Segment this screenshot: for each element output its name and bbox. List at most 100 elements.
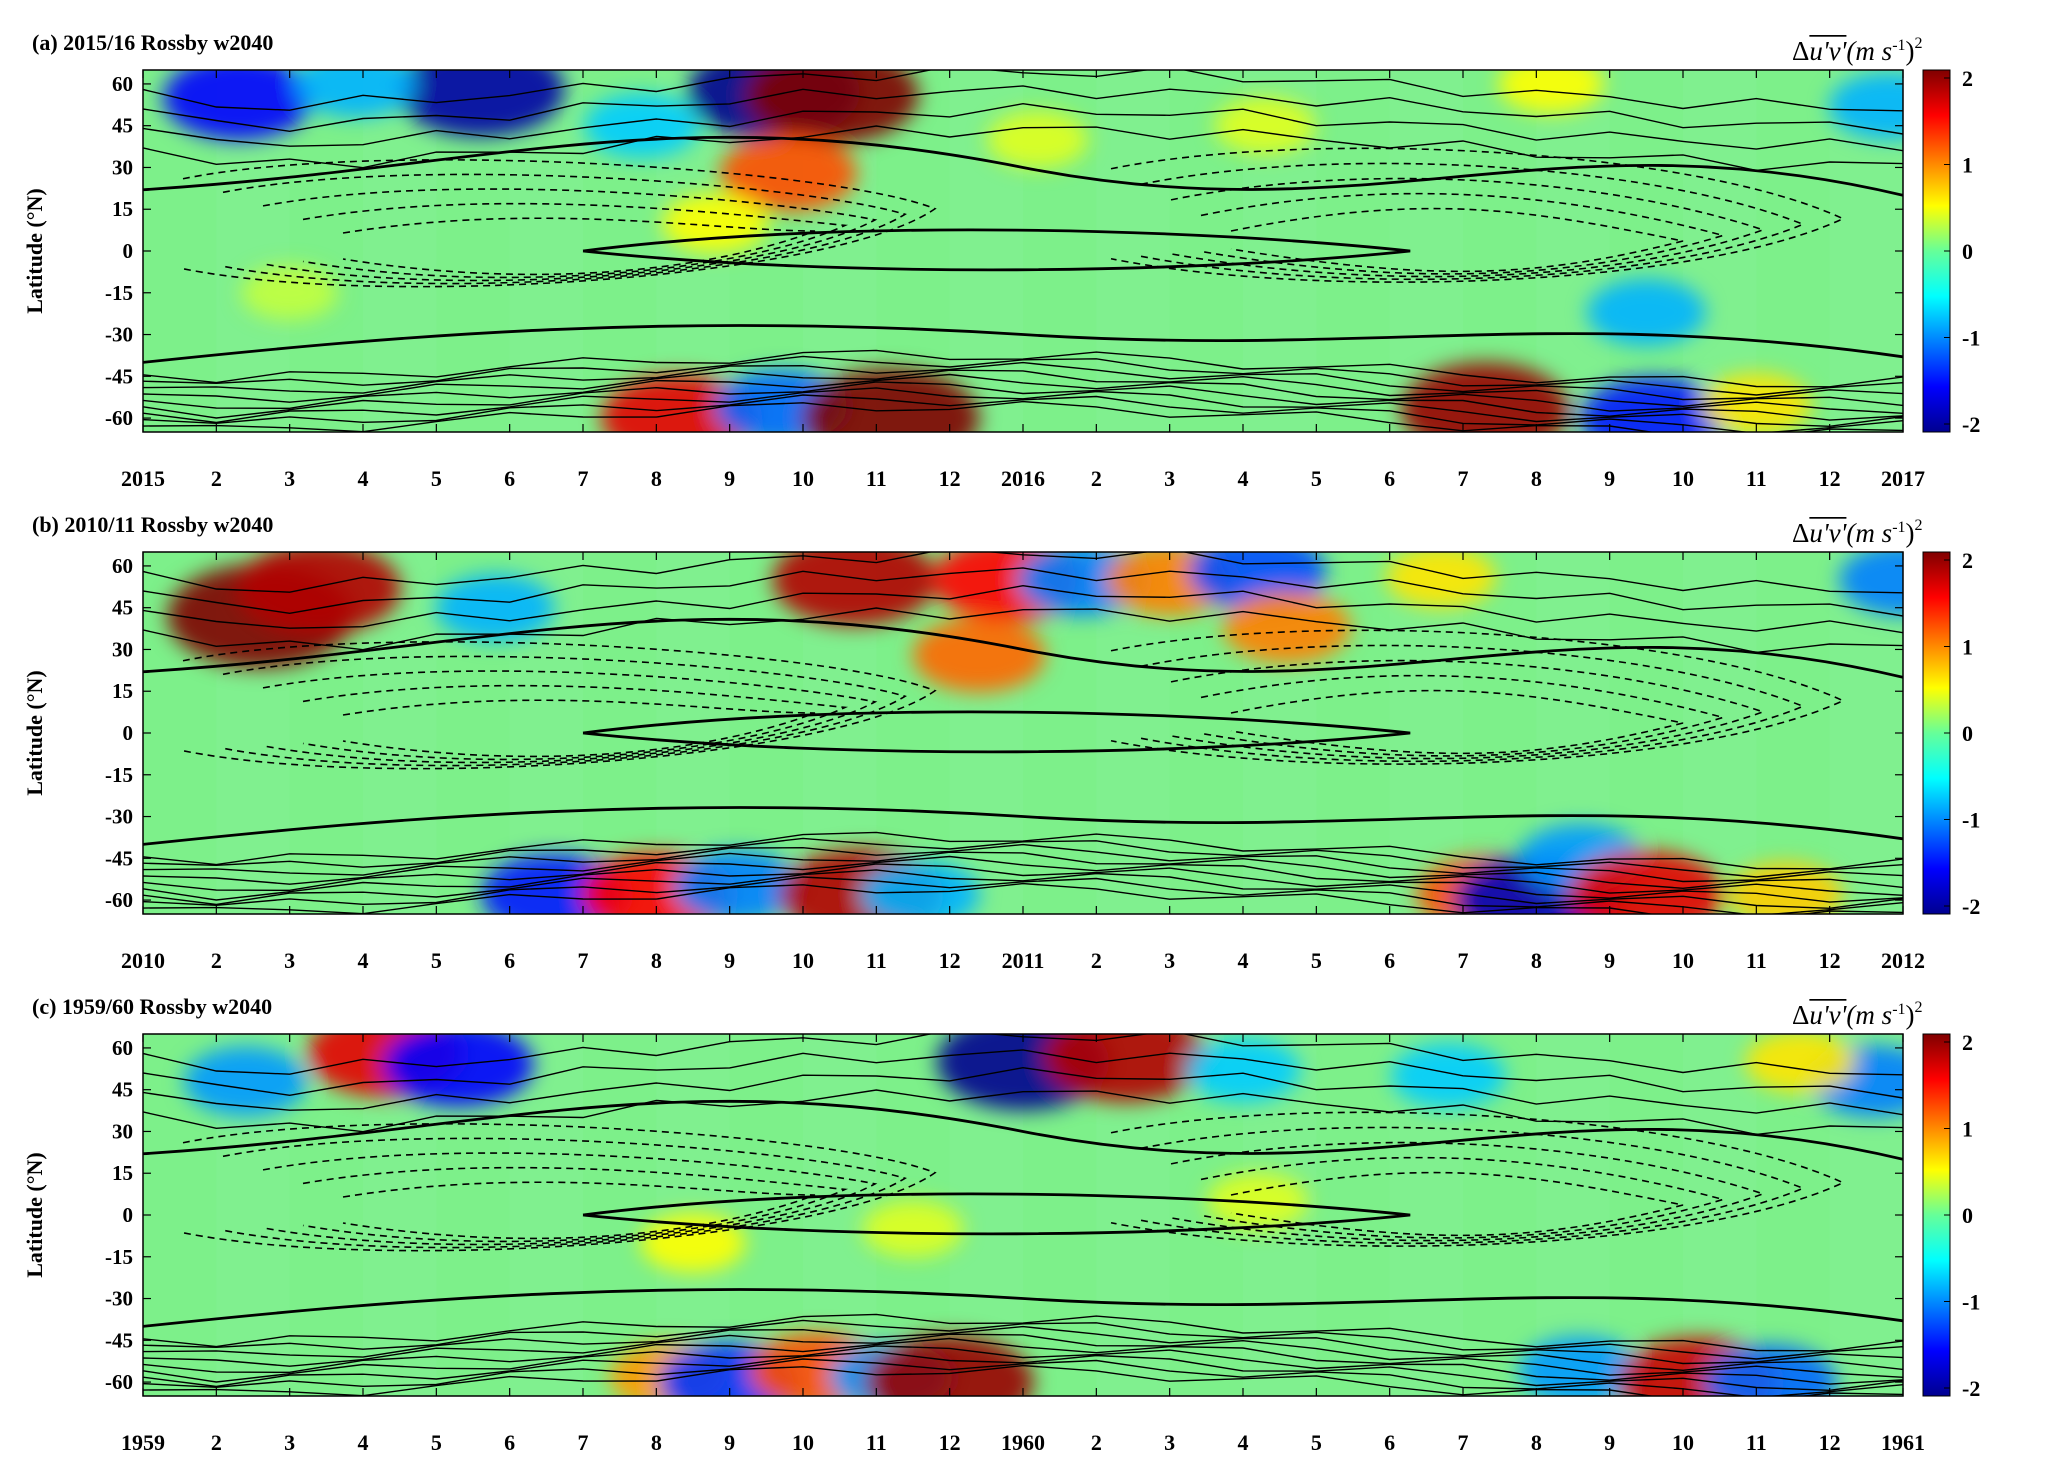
anomaly-blob xyxy=(1839,552,1903,616)
contour-solid xyxy=(143,1066,1903,1116)
contour-zero xyxy=(582,710,1411,754)
contour-solid xyxy=(143,373,1903,414)
month-band xyxy=(363,70,437,432)
contour-dashed xyxy=(222,173,907,285)
x-tick-label: 2 xyxy=(211,466,222,491)
x-tick-label: 10 xyxy=(1672,948,1694,973)
x-tick-label: 5 xyxy=(1311,1430,1322,1455)
colorbar-tick-label: -2 xyxy=(1962,1376,1980,1401)
y-tick-label: -60 xyxy=(105,406,133,430)
x-tick-label: 4 xyxy=(358,466,369,491)
y-tick-label: -30 xyxy=(105,323,133,347)
contour-solid xyxy=(143,394,1903,432)
contour-dashed xyxy=(262,1152,878,1246)
colorbar-label: Δu'v'(m s-1)2 xyxy=(1792,35,1923,66)
contour-dashed xyxy=(302,202,849,279)
colorbar-tick-label: 1 xyxy=(1962,635,1973,660)
contour-solid xyxy=(143,855,1903,896)
colorbar-tick-label: -2 xyxy=(1962,894,1980,919)
colorbar-tick-label: 2 xyxy=(1962,66,1973,91)
x-tick-label: 10 xyxy=(792,1430,814,1455)
x-tick-label: 2 xyxy=(1091,466,1102,491)
contour-solid xyxy=(143,584,1903,634)
x-tick-label: 7 xyxy=(1458,948,1469,973)
contour-solid xyxy=(143,1351,1903,1392)
x-tick-label: 10 xyxy=(1672,466,1694,491)
anomaly-blob xyxy=(862,1200,964,1258)
contour-solid xyxy=(143,607,1903,654)
x-tick-label: 6 xyxy=(1384,466,1395,491)
x-tick-label: 9 xyxy=(724,948,735,973)
y-tick-label: -15 xyxy=(105,763,133,787)
x-tick-label: 6 xyxy=(504,1430,515,1455)
x-tick-label: 3 xyxy=(1164,1430,1175,1455)
contour-dashed xyxy=(342,217,816,276)
anomaly-blob xyxy=(987,111,1089,169)
anomaly-blob xyxy=(183,1046,308,1117)
x-tick-label: 7 xyxy=(578,466,589,491)
contour-dashed xyxy=(1200,1156,1726,1239)
x-tick-label: 11 xyxy=(1746,1430,1767,1455)
x-tick-label: 7 xyxy=(1458,466,1469,491)
contour-zero xyxy=(143,1288,1903,1328)
anomaly-blob xyxy=(1400,362,1570,432)
x-tick-label: 9 xyxy=(1604,1430,1615,1455)
x-tick-label: 4 xyxy=(1238,1430,1249,1455)
y-tick-label: -15 xyxy=(105,1245,133,1269)
x-tick-label: 7 xyxy=(578,1430,589,1455)
y-tick-label: -60 xyxy=(105,1370,133,1394)
y-tick-label: 45 xyxy=(112,114,133,138)
anomaly-blob xyxy=(163,70,314,141)
contour-solid xyxy=(143,1345,1903,1385)
contour-dashed xyxy=(302,1166,849,1243)
contour-dashed xyxy=(1230,689,1684,755)
colorbar-label: Δu'v'(m s-1)2 xyxy=(1792,999,1923,1030)
y-tick-label: 45 xyxy=(112,596,133,620)
contour-solid xyxy=(143,567,1903,617)
x-tick-label: 9 xyxy=(1604,948,1615,973)
x-tick-label: 12 xyxy=(1819,466,1841,491)
panel-c: (c) 1959/60 Rossby w2040604530150-15-30-… xyxy=(22,994,1980,1455)
x-tick-label: 7 xyxy=(578,948,589,973)
y-tick-label: 0 xyxy=(123,1203,134,1227)
y-axis-label: Latitude (°N) xyxy=(22,670,47,796)
x-tick-label: 11 xyxy=(866,948,887,973)
x-tick-label: 9 xyxy=(724,1430,735,1455)
x-tick-label: 6 xyxy=(504,948,515,973)
x-tick-label: 10 xyxy=(792,466,814,491)
y-tick-label: 60 xyxy=(112,72,133,96)
colorbar-label: Δu'v'(m s-1)2 xyxy=(1792,517,1923,548)
x-tick-label: 11 xyxy=(1746,466,1767,491)
anomaly-blob xyxy=(860,861,980,914)
colorbar-tick-label: 1 xyxy=(1962,153,1973,178)
x-tick-label: 5 xyxy=(1311,948,1322,973)
contour-dashed xyxy=(222,1137,907,1249)
contour-zero xyxy=(143,617,1903,679)
contour-solid xyxy=(143,851,1903,890)
y-tick-label: -45 xyxy=(105,364,133,388)
x-tick-label: 1960 xyxy=(1001,1430,1045,1455)
contour-dashed xyxy=(1230,207,1684,273)
contour-dashed xyxy=(302,684,849,761)
x-tick-label: 4 xyxy=(1238,466,1249,491)
x-tick-label: 2017 xyxy=(1881,466,1925,491)
month-band xyxy=(1536,70,1610,432)
month-band xyxy=(1536,1034,1610,1396)
x-tick-label: 12 xyxy=(1819,1430,1841,1455)
contour-solid xyxy=(143,863,1903,903)
x-tick-label: 12 xyxy=(939,948,961,973)
x-tick-label: 6 xyxy=(1384,948,1395,973)
x-tick-label: 8 xyxy=(651,466,662,491)
x-tick-label: 3 xyxy=(284,466,295,491)
x-tick-label: 9 xyxy=(1604,466,1615,491)
anomaly-blob xyxy=(1586,278,1706,346)
x-tick-label: 4 xyxy=(358,1430,369,1455)
y-tick-label: -60 xyxy=(105,888,133,912)
x-tick-label: 8 xyxy=(1531,948,1542,973)
contour-solid xyxy=(143,1333,1903,1372)
anomaly-blob xyxy=(241,265,338,320)
anomaly-blob xyxy=(662,193,768,253)
x-tick-label: 5 xyxy=(1311,466,1322,491)
contour-dashed xyxy=(1230,1171,1684,1237)
